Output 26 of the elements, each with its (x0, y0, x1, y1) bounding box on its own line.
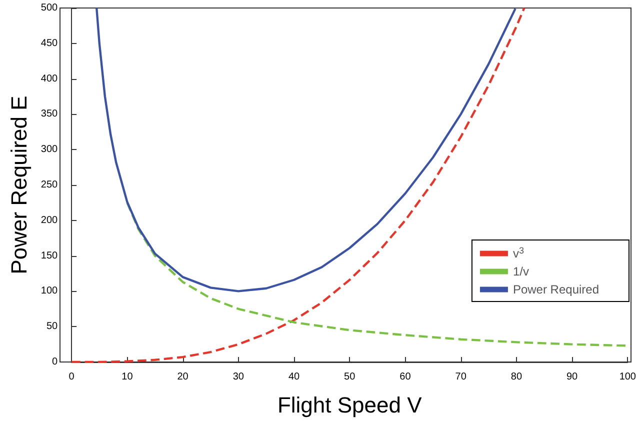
y-axis-title: Power Required E (6, 96, 32, 274)
y-tick-label: 50 (46, 321, 58, 332)
x-tick-label: 10 (122, 372, 134, 382)
y-tick-label: 350 (40, 108, 58, 120)
legend-label: 1/v (512, 264, 529, 278)
y-tick-label: 100 (40, 286, 58, 297)
x-tick-label: 0 (68, 372, 75, 382)
y-tick-label: 500 (40, 2, 58, 14)
y-tick-label: 0 (52, 356, 58, 368)
x-tick-label: 30 (232, 372, 244, 382)
legend-label: Power Required (512, 282, 599, 296)
x-tick-label: 60 (400, 372, 412, 382)
y-tick-label: 450 (40, 38, 58, 49)
y-tick-label: 200 (40, 214, 58, 226)
x-tick-label: 50 (344, 372, 356, 382)
x-tick-label: 70 (455, 372, 467, 382)
x-tick-label: 100 (619, 372, 636, 382)
x-tick-label: 20 (177, 372, 189, 382)
x-tick-label: 90 (566, 372, 578, 382)
x-tick-label: 40 (288, 372, 300, 382)
y-tick-label: 400 (40, 73, 58, 84)
y-tick-label: 250 (40, 180, 58, 190)
y-tick-label: 150 (40, 250, 58, 262)
x-axis-title: Flight Speed V (277, 392, 422, 418)
y-tick-label: 300 (40, 144, 58, 156)
x-tick-label: 80 (510, 372, 522, 382)
